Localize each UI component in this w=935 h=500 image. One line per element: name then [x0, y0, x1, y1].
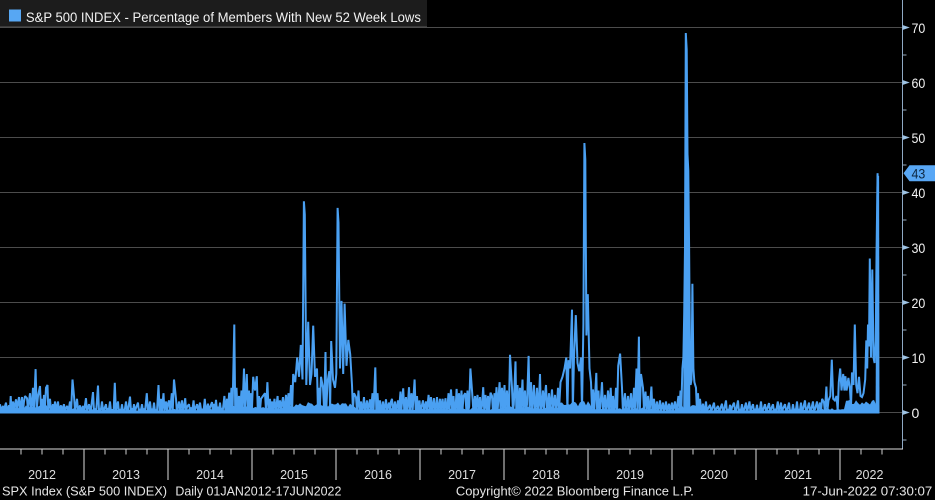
svg-text:Daily 01JAN2012-17JUN2022: Daily 01JAN2012-17JUN2022	[175, 485, 341, 499]
svg-text:30: 30	[912, 240, 926, 256]
svg-text:2018: 2018	[532, 468, 560, 482]
svg-text:50: 50	[912, 130, 926, 146]
svg-text:2019: 2019	[616, 468, 644, 482]
svg-text:S&P 500 INDEX - Percentage of: S&P 500 INDEX - Percentage of Members Wi…	[26, 10, 421, 25]
svg-text:10: 10	[912, 350, 926, 366]
svg-text:2021: 2021	[784, 468, 812, 482]
svg-text:2016: 2016	[364, 468, 392, 482]
svg-text:60: 60	[912, 75, 926, 91]
svg-text:0: 0	[912, 405, 920, 421]
svg-text:17-Jun-2022 07:30:07: 17-Jun-2022 07:30:07	[803, 485, 933, 499]
svg-text:2022: 2022	[856, 468, 884, 482]
svg-text:SPX Index (S&P 500 INDEX): SPX Index (S&P 500 INDEX)	[2, 485, 167, 499]
svg-text:20: 20	[912, 295, 926, 311]
svg-text:43: 43	[912, 165, 926, 181]
svg-text:2017: 2017	[448, 468, 476, 482]
svg-text:2014: 2014	[196, 468, 224, 482]
svg-text:2020: 2020	[700, 468, 728, 482]
svg-text:2012: 2012	[28, 468, 56, 482]
svg-text:2015: 2015	[280, 468, 308, 482]
svg-text:40: 40	[912, 185, 926, 201]
svg-text:2013: 2013	[112, 468, 140, 482]
svg-text:70: 70	[912, 20, 926, 36]
svg-text:Copyright© 2022 Bloomberg Fina: Copyright© 2022 Bloomberg Finance L.P.	[456, 485, 694, 499]
